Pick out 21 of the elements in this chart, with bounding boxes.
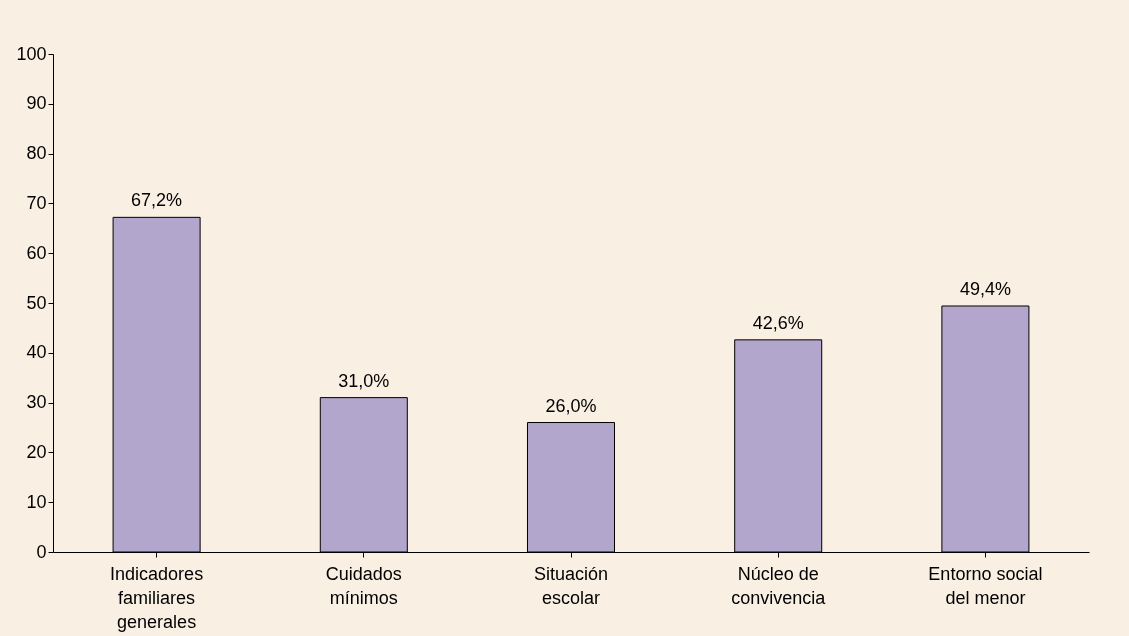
y-tick-label: 100: [16, 43, 47, 64]
data-label: 49,4%: [959, 278, 1011, 299]
y-tick-label: 30: [26, 392, 47, 413]
y-tick-label: 60: [26, 242, 47, 263]
x-tick-label: Cuidados mínimos: [325, 563, 402, 608]
y-tick-label: 10: [26, 491, 47, 512]
y-tick-label: 0: [36, 541, 47, 562]
x-tick-label: Indicadores familiares generales: [110, 563, 204, 632]
x-tick-label: Núcleo de convivencia: [731, 563, 827, 608]
y-tick-label: 90: [26, 93, 47, 114]
y-tick-label: 20: [26, 441, 47, 462]
data-label: 67,2%: [131, 190, 183, 211]
y-tick-label: 50: [26, 292, 47, 313]
y-tick-label: 40: [26, 342, 47, 363]
data-label: 42,6%: [752, 312, 804, 333]
data-label: 31,0%: [338, 370, 390, 391]
data-label: 26,0%: [545, 395, 597, 416]
x-tick-label: Situación escolar: [533, 563, 609, 608]
y-tick-label: 80: [26, 143, 47, 164]
x-tick-label: Entorno social del menor: [928, 563, 1043, 608]
y-tick-label: 70: [26, 192, 47, 213]
